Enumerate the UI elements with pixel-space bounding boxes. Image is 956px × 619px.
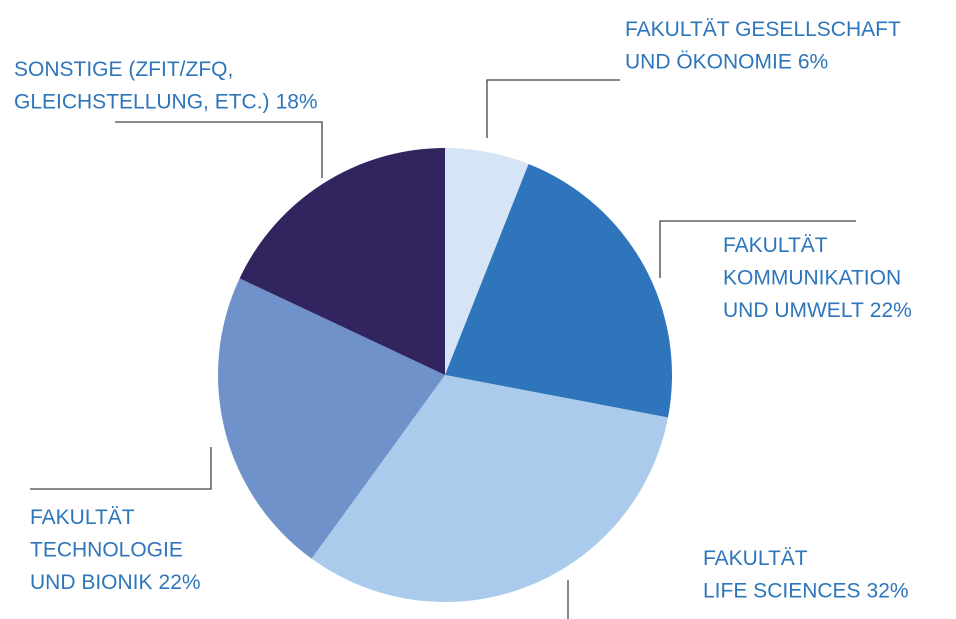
- value-label: 32%: [867, 579, 909, 602]
- slice-label: FAKULTÄT KOMMUNIKATION UND UMWELT 22%: [723, 234, 912, 322]
- pie-slice: [239, 148, 445, 375]
- pie: [217, 148, 672, 602]
- label-line: FAKULTÄT: [723, 234, 828, 257]
- slice-label: FAKULTÄT LIFE SCIENCES 32%: [703, 547, 909, 603]
- label-line: FAKULTÄT: [30, 506, 135, 529]
- slice-label: FAKULTÄT GESELLSCHAFT UND ÖKONOMIE 6%: [625, 18, 901, 74]
- pie-slice: [217, 278, 445, 559]
- pie-slice: [311, 375, 668, 602]
- label-line: FAKULTÄT: [703, 547, 808, 570]
- label-line: UND ÖKONOMIE: [625, 50, 792, 73]
- label-line: UND UMWELT: [723, 299, 864, 322]
- leader-line: [30, 447, 212, 490]
- pie-slice: [445, 163, 672, 418]
- pie-slice: [445, 148, 529, 375]
- label-line: TECHNOLOGIE: [30, 538, 183, 561]
- leader-line: [115, 121, 323, 178]
- slice-label: FAKULTÄT TECHNOLOGIE UND BIONIK 22%: [30, 506, 201, 594]
- label-line: SONSTIGE (ZFIT/ZFQ,: [14, 58, 233, 81]
- label-line: LIFE SCIENCES: [703, 579, 861, 602]
- leader-line: [659, 220, 856, 278]
- label-line: GLEICHSTELLUNG, ETC.): [14, 90, 270, 113]
- value-label: 18%: [276, 90, 318, 113]
- leader-line: [486, 79, 620, 138]
- label-line: FAKULTÄT GESELLSCHAFT: [625, 18, 901, 41]
- slice-label: SONSTIGE (ZFIT/ZFQ, GLEICHSTELLUNG, ETC.)…: [14, 58, 318, 114]
- label-line: UND BIONIK: [30, 571, 153, 594]
- value-label: 22%: [159, 571, 201, 594]
- value-label: 6%: [798, 50, 828, 73]
- value-label: 22%: [870, 299, 912, 322]
- label-line: KOMMUNIKATION: [723, 266, 901, 289]
